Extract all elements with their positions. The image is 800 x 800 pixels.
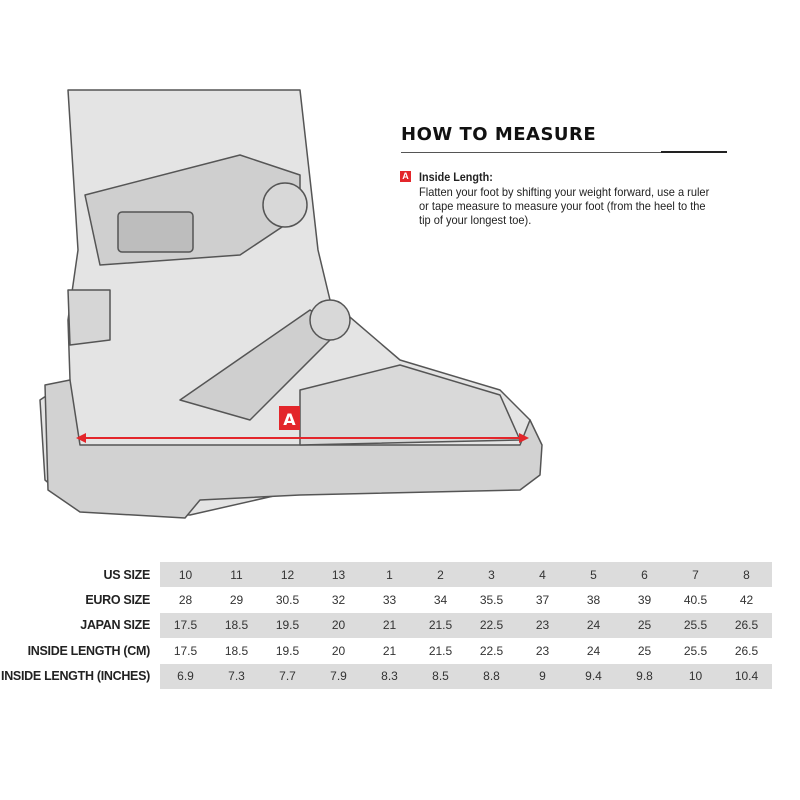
strap-pivot-upper <box>262 182 308 228</box>
table-row: JAPAN SIZE 17.5 18.5 19.5 20 21 21.5 22.5 23 24 25… <box>0 612 772 639</box>
table-cell: 10 <box>160 562 211 588</box>
table-cell: 21 <box>382 643 397 658</box>
table-cell: 30.5 <box>275 593 300 608</box>
table-cell: 23 <box>517 612 568 639</box>
table-cell: 7 <box>670 562 721 588</box>
table-cell: 23 <box>535 643 550 658</box>
table-cell: 37 <box>535 593 550 608</box>
table-cell: 9.8 <box>619 663 670 689</box>
table-cell: 8.5 <box>415 663 466 689</box>
marker-a-box <box>279 406 300 430</box>
table-cell: 2 <box>415 562 466 588</box>
table-cell: 8.8 <box>466 663 517 689</box>
strap-pivot-lower <box>309 299 351 341</box>
table-cell: 21.5 <box>415 612 466 639</box>
table-cell: 7.9 <box>313 663 364 689</box>
table-cell: 10 <box>670 663 721 689</box>
row-label: EURO SIZE <box>0 587 160 613</box>
row-label: INSIDE LENGTH (CM) <box>0 638 160 664</box>
table-cell: 25.5 <box>670 612 721 639</box>
measure-arrow: A <box>76 406 529 443</box>
table-cell: 18.5 <box>224 643 249 658</box>
boot-illustration: A <box>39 89 543 519</box>
table-cell: 28 <box>178 593 193 608</box>
table-cell: 13 <box>313 562 364 588</box>
table-cell: 40.5 <box>683 593 708 608</box>
size-chart-table: US SIZE 10 11 12 13 1 2 3 4 5 6 7 8 EURO SIZE 28 29 30.5… <box>0 562 772 689</box>
table-cell: 8.3 <box>364 663 415 689</box>
title-divider <box>401 152 727 153</box>
marker-a-label: A <box>283 410 296 429</box>
table-row: US SIZE 10 11 12 13 1 2 3 4 5 6 7 8 <box>0 562 772 588</box>
table-cell: 6.9 <box>160 663 211 689</box>
table-row: INSIDE LENGTH (CM) 17.5 18.5 19.5 20 21 21.5 22… <box>0 638 772 664</box>
table-cell: 26.5 <box>721 612 772 639</box>
table-cell: 24 <box>586 643 601 658</box>
table-cell: 5 <box>568 562 619 588</box>
table-cell: 24 <box>568 612 619 639</box>
table-cell: 1 <box>364 562 415 588</box>
table-cell: 10.4 <box>721 663 772 689</box>
table-cell: 20 <box>313 612 364 639</box>
table-cell: 7.3 <box>211 663 262 689</box>
heel-panel <box>67 289 111 346</box>
table-cell: 22.5 <box>466 612 517 639</box>
toe-panel <box>299 364 521 446</box>
table-cell: 6 <box>619 562 670 588</box>
row-label: INSIDE LENGTH (INCHES) <box>0 663 160 689</box>
table-cell: 19.5 <box>275 643 300 658</box>
table-cell: 11 <box>211 562 262 588</box>
marker-a-badge: A <box>400 171 411 182</box>
table-cell: 20 <box>331 643 346 658</box>
title-divider-accent <box>661 151 727 153</box>
table-row: EURO SIZE 28 29 30.5 32 33 34 35.5 37 38 39 40.5 42 <box>0 587 772 613</box>
table-cell: 4 <box>517 562 568 588</box>
table-cell: 42 <box>739 593 754 608</box>
table-cell: 25 <box>637 643 652 658</box>
table-cell: 39 <box>637 593 652 608</box>
how-to-measure-title: HOW TO MEASURE <box>401 124 597 145</box>
table-cell: 3 <box>466 562 517 588</box>
boot-sole <box>44 379 543 519</box>
table-cell: 8 <box>721 562 772 588</box>
table-cell: 21.5 <box>428 643 453 658</box>
table-cell: 7.7 <box>262 663 313 689</box>
table-cell: 38 <box>586 593 601 608</box>
table-row: INSIDE LENGTH (INCHES) 6.9 7.3 7.7 7.9 8.3 8.5… <box>0 663 772 689</box>
table-cell: 19.5 <box>262 612 313 639</box>
table-cell: 35.5 <box>479 593 504 608</box>
inside-length-label: Inside Length: <box>419 170 493 184</box>
table-cell: 22.5 <box>479 643 504 658</box>
table-cell: 33 <box>382 593 397 608</box>
buckle-upper <box>117 211 194 253</box>
row-label: JAPAN SIZE <box>0 612 160 639</box>
table-cell: 25.5 <box>683 643 708 658</box>
row-label: US SIZE <box>0 562 160 588</box>
table-cell: 12 <box>262 562 313 588</box>
table-cell: 17.5 <box>173 643 198 658</box>
table-cell: 17.5 <box>160 612 211 639</box>
table-cell: 9 <box>517 663 568 689</box>
table-cell: 34 <box>433 593 448 608</box>
inside-length-description: Flatten your foot by shifting your weigh… <box>419 185 710 227</box>
table-cell: 18.5 <box>211 612 262 639</box>
table-cell: 32 <box>331 593 346 608</box>
table-cell: 29 <box>229 593 244 608</box>
table-cell: 26.5 <box>734 643 759 658</box>
table-cell: 9.4 <box>568 663 619 689</box>
table-cell: 21 <box>364 612 415 639</box>
table-cell: 25 <box>619 612 670 639</box>
